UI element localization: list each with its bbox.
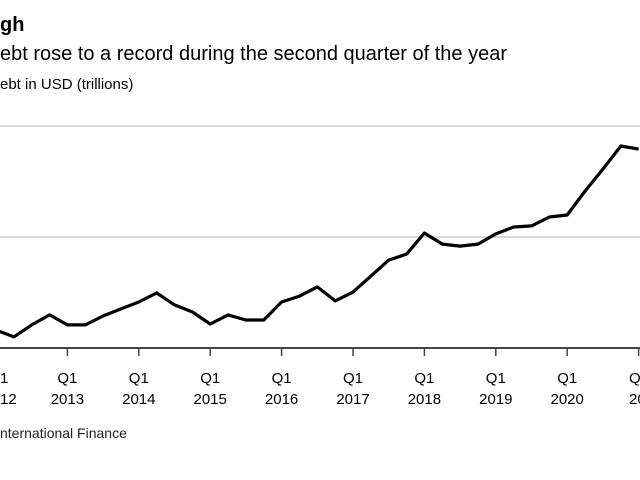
chart-title: gh: [0, 14, 25, 36]
x-tick-label-year: 2013: [51, 391, 84, 408]
source-note: nternational Finance: [0, 425, 127, 441]
x-tick-label-year: 2018: [408, 391, 441, 408]
y-axis-unit-label: ebt in USD (trillions): [0, 76, 134, 93]
x-tick-label-quarter: Q1: [414, 370, 434, 387]
x-tick-label-quarter: Q1: [272, 370, 292, 387]
x-tick-label-year: 12: [0, 391, 17, 408]
x-tick-label-quarter: Q1: [129, 370, 149, 387]
x-tick-label-year: 2019: [479, 391, 512, 408]
debt-series-line: [0, 144, 639, 339]
x-tick-label-year: 20: [629, 391, 640, 408]
x-tick-label-quarter: 1: [0, 370, 8, 387]
x-tick-label-year: 2014: [122, 391, 155, 408]
x-tick-label-quarter: Q: [629, 370, 640, 387]
x-tick-label-quarter: Q1: [557, 370, 577, 387]
x-tick-label-quarter: Q1: [486, 370, 506, 387]
x-tick-label-year: 2020: [551, 391, 584, 408]
x-tick-label-quarter: Q1: [343, 370, 363, 387]
x-tick-label-year: 2016: [265, 391, 298, 408]
x-tick-label-quarter: Q1: [200, 370, 220, 387]
chart-subtitle: ebt rose to a record during the second q…: [0, 43, 507, 65]
x-tick-label-quarter: Q1: [57, 370, 77, 387]
x-tick-label-year: 2015: [194, 391, 227, 408]
x-tick-label-year: 2017: [336, 391, 369, 408]
